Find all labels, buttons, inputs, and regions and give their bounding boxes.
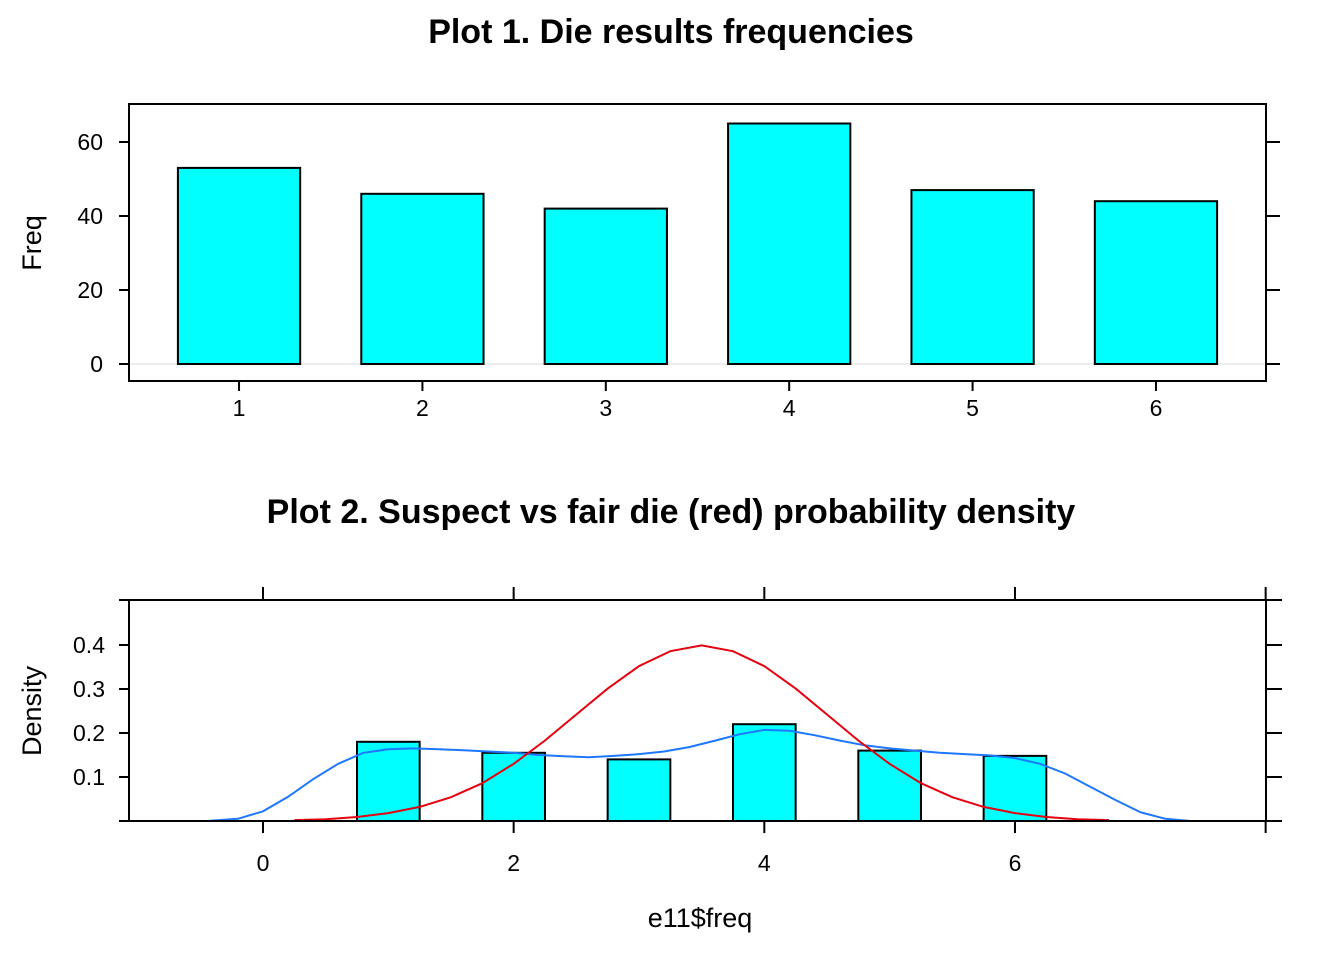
plot2-histogram-bars <box>355 723 1048 823</box>
plot1-bars <box>176 122 1219 365</box>
plot1-xtick-label: 1 <box>233 395 246 421</box>
plot2-panel-frame <box>119 599 1282 822</box>
plot2-xtick-label: 2 <box>507 850 520 876</box>
plot2-ytick-label: 0.3 <box>73 676 105 702</box>
plot1-xtick-label: 4 <box>783 395 796 421</box>
plot2-fair-density-line <box>294 644 1110 822</box>
plot1-bar-5 <box>910 189 1035 365</box>
plot1-title: Plot 1. Die results frequencies <box>428 13 914 51</box>
plot1-xtick-label: 2 <box>416 395 429 421</box>
plot1-xtick-label: 5 <box>966 395 979 421</box>
plot1-bar-4 <box>727 122 852 365</box>
plot2-x-axis-label: e11$freq <box>648 903 753 933</box>
plot2-axis-ticks: 0.1 0.2 0.3 0.4 0 2 4 6 <box>73 587 1282 876</box>
plot1-axis-ticks: 0 20 40 60 1 2 3 4 5 6 <box>77 129 1280 421</box>
plot1-xtick-label: 6 <box>1150 395 1163 421</box>
plot1-ytick-label: 20 <box>77 277 103 303</box>
plot1-bar-1 <box>176 166 302 365</box>
plot2-bar-6 <box>982 754 1048 823</box>
plot2-suspect-density-line <box>206 728 1191 822</box>
plot2-bar-3 <box>606 758 672 823</box>
plot2-ytick-label: 0.2 <box>73 720 105 746</box>
plot2-ytick-label: 0.1 <box>73 764 105 790</box>
plot1-ytick-label: 60 <box>77 129 103 155</box>
plot2-xtick-label: 6 <box>1009 850 1022 876</box>
plot2-xtick-label: 0 <box>257 850 270 876</box>
plot1-ytick-label: 40 <box>77 203 103 229</box>
plot2-y-axis-label: Density <box>17 665 47 756</box>
plot1-bar-3 <box>543 207 668 365</box>
plot2-density-lines <box>206 644 1191 822</box>
plot1-ytick-label: 0 <box>90 351 103 377</box>
plot1-y-axis-label: Freq <box>17 215 47 271</box>
plot1-bar-2 <box>360 192 485 365</box>
plot1-bar-6 <box>1093 200 1219 365</box>
plot2-bar-1 <box>355 740 421 822</box>
plot2-bar-4 <box>731 723 797 823</box>
plot1-panel-border <box>128 103 1267 382</box>
plot2-title: Plot 2. Suspect vs fair die (red) probab… <box>267 493 1076 531</box>
plot1-xtick-label: 3 <box>599 395 612 421</box>
plot2-xtick-label: 4 <box>758 850 771 876</box>
plot2-ytick-label: 0.4 <box>73 632 105 658</box>
plot2-bar-5 <box>857 749 922 822</box>
